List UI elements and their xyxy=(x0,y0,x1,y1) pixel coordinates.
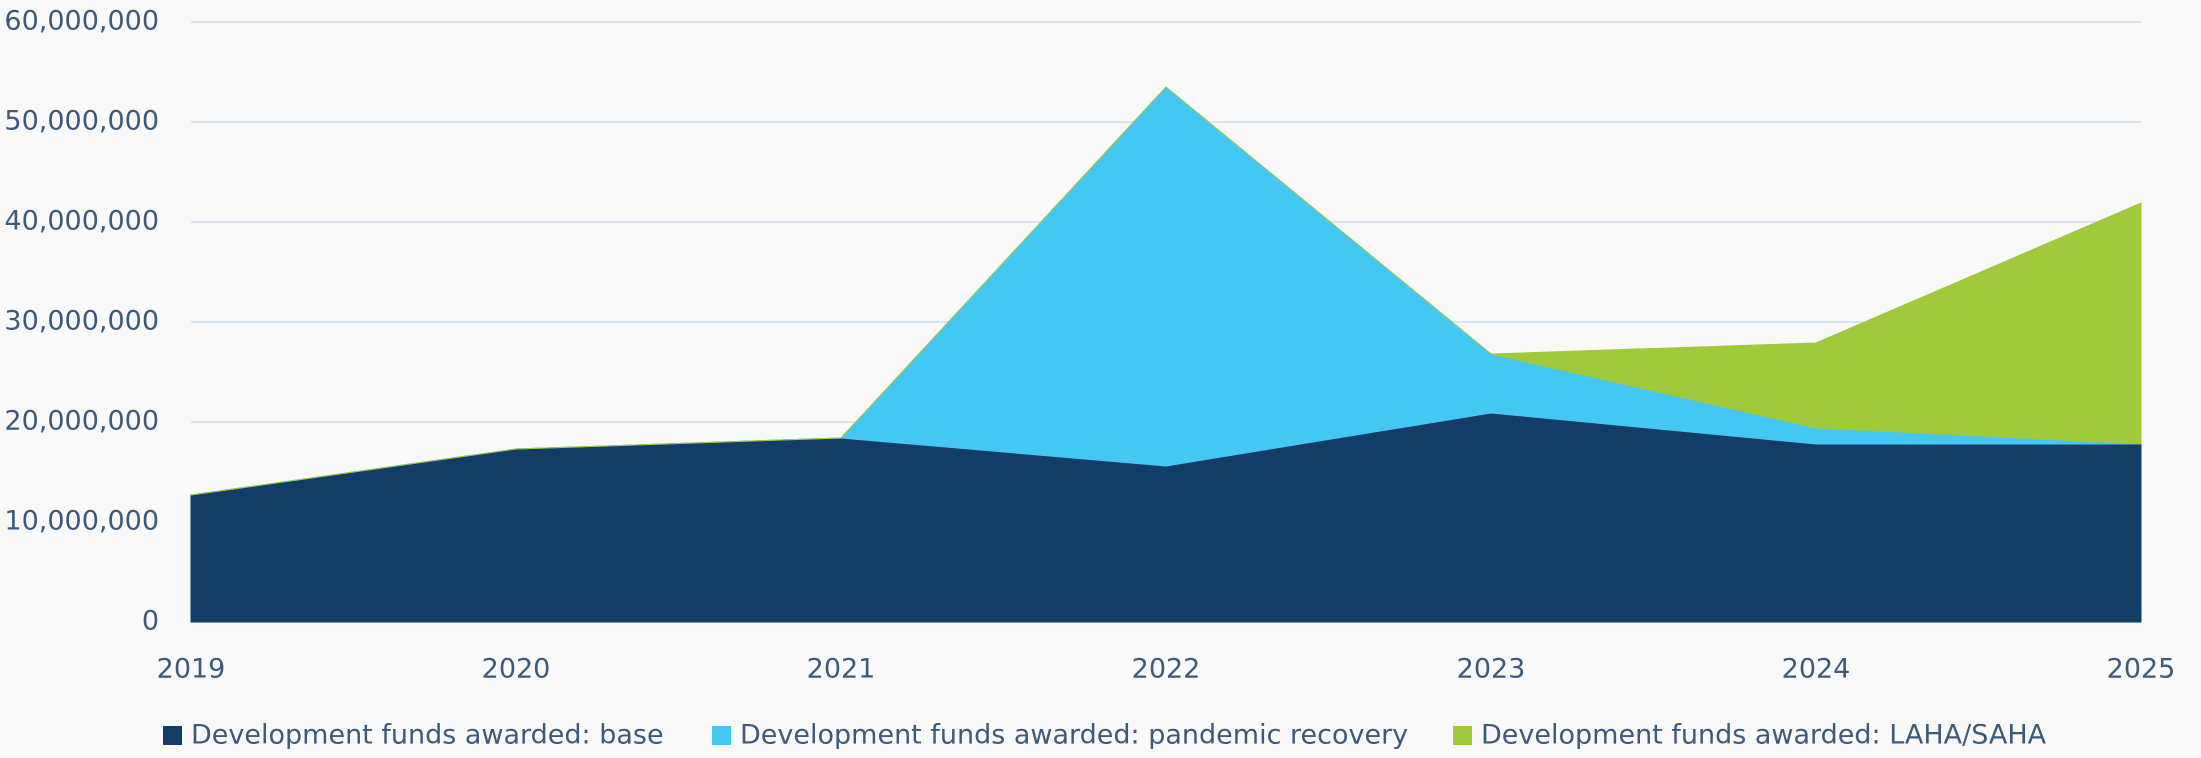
x-tick-label: 2023 xyxy=(1457,654,1526,685)
x-tick-label: 2025 xyxy=(2107,654,2176,685)
y-tick-label: 0 xyxy=(142,606,159,637)
y-tick-label: 20,000,000 xyxy=(4,406,159,437)
x-tick-label: 2021 xyxy=(807,654,876,685)
y-tick-label: 10,000,000 xyxy=(4,506,159,537)
legend-swatch xyxy=(712,726,731,745)
legend-label: Development funds awarded: pandemic reco… xyxy=(740,720,1408,751)
x-tick-label: 2022 xyxy=(1132,654,1201,685)
y-tick-label: 50,000,000 xyxy=(4,106,159,137)
legend-label: Development funds awarded: base xyxy=(191,720,664,751)
x-tick-label: 2020 xyxy=(482,654,551,685)
y-tick-label: 30,000,000 xyxy=(4,306,159,337)
legend-swatch xyxy=(1453,726,1472,745)
y-tick-label: 40,000,000 xyxy=(4,206,159,237)
x-tick-label: 2019 xyxy=(157,654,226,685)
legend-label: Development funds awarded: LAHA/SAHA xyxy=(1481,720,2047,751)
legend-swatch xyxy=(163,726,182,745)
area xyxy=(190,86,2142,496)
y-tick-label: 60,000,000 xyxy=(4,6,159,37)
area xyxy=(190,86,2142,496)
x-tick-label: 2024 xyxy=(1782,654,1851,685)
